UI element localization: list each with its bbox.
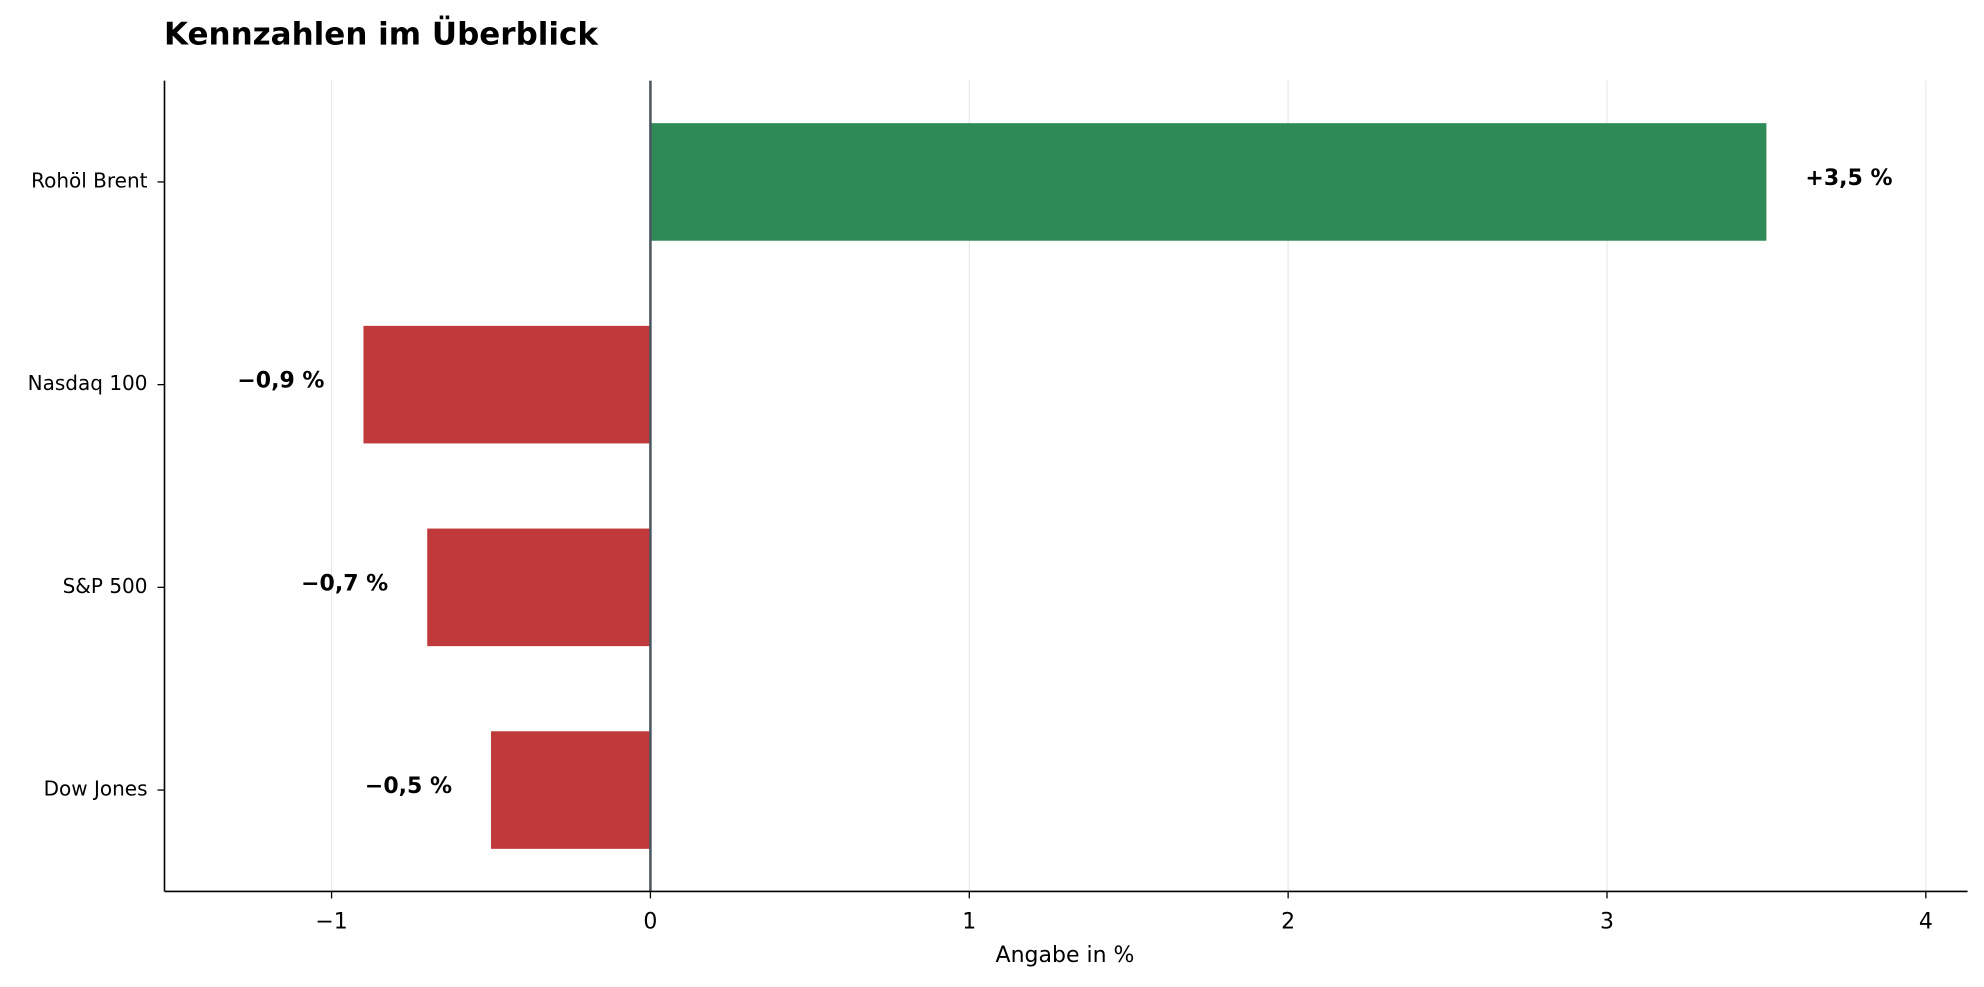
x-tick-label: 4 <box>1919 909 1933 934</box>
x-tick-label: −1 <box>315 909 347 934</box>
y-tick-label: Nasdaq 100 <box>28 371 148 395</box>
x-axis-label: Angabe in % <box>996 943 1135 968</box>
value-label: −0,7 % <box>301 571 388 596</box>
y-tick-label: S&P 500 <box>63 574 148 598</box>
x-tick-label: 1 <box>962 909 976 934</box>
value-label: +3,5 % <box>1805 166 1892 191</box>
bar <box>363 325 651 444</box>
value-label: −0,9 % <box>237 369 324 394</box>
bar <box>491 731 651 849</box>
value-label: −0,5 % <box>365 774 452 799</box>
bar <box>427 528 651 647</box>
y-tick-label: Rohöl Brent <box>31 168 148 192</box>
bar <box>650 123 1767 241</box>
y-tick-label: Dow Jones <box>44 777 148 801</box>
x-tick-label: 2 <box>1281 909 1295 934</box>
x-tick-label: 0 <box>643 909 657 934</box>
x-tick-label: 3 <box>1600 909 1614 934</box>
chart-title: Kennzahlen im Überblick <box>164 16 599 53</box>
